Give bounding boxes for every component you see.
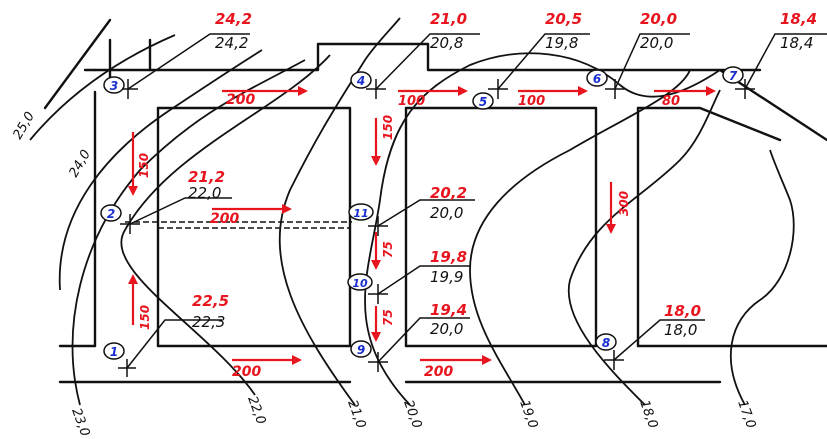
seg-1-9: 200 xyxy=(232,364,261,380)
point-3-marker xyxy=(103,76,125,94)
contour-label-22: 22,0 xyxy=(244,394,268,426)
elev-red-11: 20,2 xyxy=(430,184,467,202)
seg-11-10: 75 xyxy=(381,241,395,258)
elev-black-1: 22,3 xyxy=(192,313,225,331)
elevation-labels: 24,2 24,2 21,0 20,8 20,5 19,8 20,0 20,0 … xyxy=(188,10,817,339)
elev-red-9: 19,4 xyxy=(430,301,467,319)
contour-labels: 25,0 24,0 23,0 22,0 21,0 20,0 19,0 18,0 … xyxy=(10,109,758,438)
elev-black-6: 20,0 xyxy=(640,34,673,52)
elev-red-4: 21,0 xyxy=(430,10,467,28)
point-2-marker xyxy=(100,204,122,222)
seg-6-7: 80 xyxy=(662,94,680,109)
point-markers: 1 2 3 4 5 6 7 8 xyxy=(100,33,827,377)
point-6-marker xyxy=(586,69,608,87)
point-8-marker xyxy=(595,333,617,351)
point-6-id: 6 xyxy=(593,72,601,86)
seg-6-8: 300 xyxy=(617,191,631,216)
seg-4-5: 100 xyxy=(398,94,425,109)
elev-red-8: 18,0 xyxy=(664,302,701,320)
contour-label-20: 20,0 xyxy=(400,398,424,430)
elev-red-10: 19,8 xyxy=(430,248,467,266)
elev-red-5: 20,5 xyxy=(545,10,582,28)
contour-label-21: 21,0 xyxy=(344,398,368,430)
elev-black-7: 18,4 xyxy=(780,34,813,52)
point-7-id: 7 xyxy=(729,69,738,83)
elev-red-1: 22,5 xyxy=(192,292,229,310)
seg-10-9: 75 xyxy=(381,309,395,326)
point-2-id: 2 xyxy=(107,207,115,221)
seg-4-11: 150 xyxy=(381,115,395,140)
point-5-id: 5 xyxy=(479,95,487,109)
elev-black-11: 20,0 xyxy=(430,204,463,222)
point-10-marker xyxy=(347,273,373,291)
elev-black-8: 18,0 xyxy=(664,321,697,339)
point-1-id: 1 xyxy=(110,345,118,359)
elev-black-2: 22,0 xyxy=(188,184,221,202)
seg-1-2: 150 xyxy=(138,305,152,330)
elev-black-3: 24,2 xyxy=(215,34,248,52)
seg-2-11: 200 xyxy=(210,211,239,227)
elev-black-5: 19,8 xyxy=(545,34,578,52)
point-4-id: 4 xyxy=(356,74,365,88)
elev-black-4: 20,8 xyxy=(430,34,463,52)
seg-5-6: 100 xyxy=(518,94,545,109)
contour-label-19: 19,0 xyxy=(516,398,540,430)
point-9-marker xyxy=(350,340,372,358)
elev-red-7: 18,4 xyxy=(780,10,817,28)
point-4-marker xyxy=(350,71,372,89)
contour-label-23: 23,0 xyxy=(68,406,92,438)
elev-red-2: 21,2 xyxy=(188,168,225,186)
seg-3-4: 200 xyxy=(226,92,255,108)
contour-label-17: 17,0 xyxy=(734,398,758,430)
point-11-marker xyxy=(348,203,374,221)
contour-label-24: 24,0 xyxy=(66,147,93,180)
seg-3-2: 150 xyxy=(137,153,151,178)
seg-9-8: 200 xyxy=(424,364,453,380)
point-7-marker xyxy=(722,66,744,84)
contour-label-18: 18,0 xyxy=(636,398,660,430)
elev-red-6: 20,0 xyxy=(640,10,677,28)
contour-label-25: 25,0 xyxy=(10,109,37,142)
point-3-id: 3 xyxy=(110,79,118,93)
point-1-marker xyxy=(103,342,125,360)
point-5-marker xyxy=(472,92,494,110)
point-8-id: 8 xyxy=(602,336,610,350)
point-11-id: 11 xyxy=(353,207,368,220)
point-10-id: 10 xyxy=(352,277,368,290)
elev-black-9: 20,0 xyxy=(430,320,463,338)
slope-arrows: 200 100 100 80 150 150 200 150 75 xyxy=(128,86,716,380)
contour-lines xyxy=(29,17,795,406)
point-9-id: 9 xyxy=(357,343,365,357)
curb-lines xyxy=(43,18,827,384)
elev-red-3: 24,2 xyxy=(215,10,252,28)
elev-black-10: 19,9 xyxy=(430,268,463,286)
